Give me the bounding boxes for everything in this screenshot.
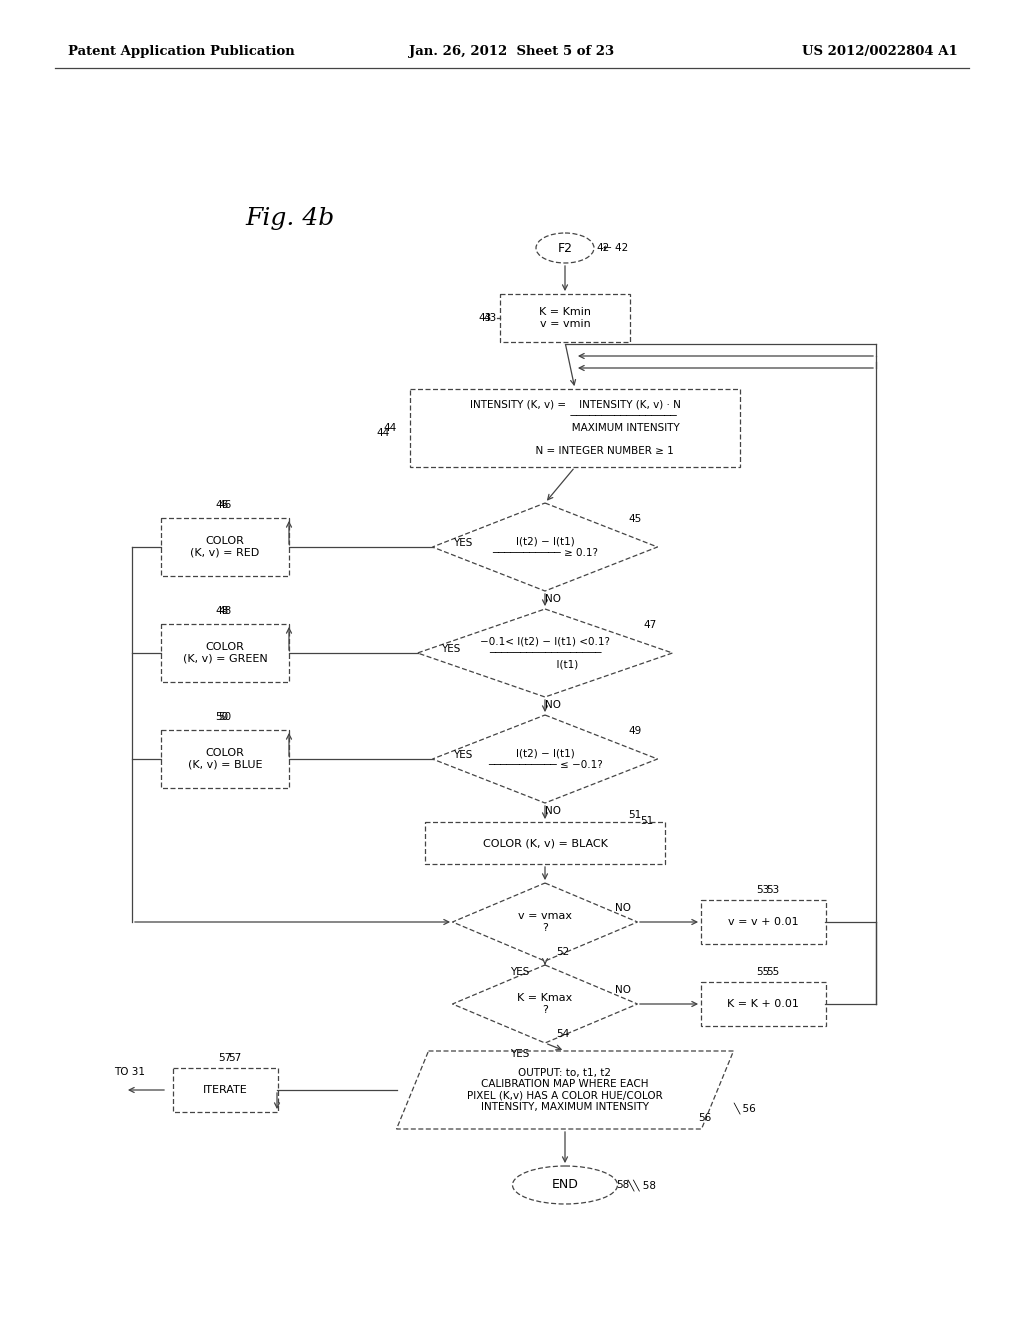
Text: NO: NO [615,903,631,913]
FancyBboxPatch shape [500,294,630,342]
Text: 46: 46 [218,500,231,510]
Text: US 2012/0022804 A1: US 2012/0022804 A1 [802,45,958,58]
Text: YES: YES [510,1049,529,1059]
Text: COLOR
(K, v) = BLUE: COLOR (K, v) = BLUE [187,748,262,770]
Text: Patent Application Publication: Patent Application Publication [68,45,295,58]
Text: OUTPUT: to, t1, t2
CALIBRATION MAP WHERE EACH
PIXEL (K,v) HAS A COLOR HUE/COLOR
: OUTPUT: to, t1, t2 CALIBRATION MAP WHERE… [467,1068,663,1113]
Text: v = vmax
?: v = vmax ? [518,911,572,933]
Text: 54: 54 [556,1030,569,1039]
Text: END: END [552,1179,579,1192]
Text: ← 42: ← 42 [603,243,629,253]
Text: NO: NO [545,700,561,710]
Text: K = K + 0.01: K = K + 0.01 [727,999,799,1008]
Text: COLOR (K, v) = BLACK: COLOR (K, v) = BLACK [482,838,607,847]
Text: TO 31: TO 31 [115,1067,145,1077]
Polygon shape [432,715,657,803]
Text: INTENSITY (K, v) =    INTENSITY (K, v) · N
                              ───────: INTENSITY (K, v) = INTENSITY (K, v) · N … [470,400,680,457]
FancyBboxPatch shape [161,624,289,682]
Text: 53: 53 [757,884,770,895]
FancyBboxPatch shape [161,517,289,576]
Text: −0.1< I(t2) − I(t1) <0.1?
──────────────────
              I(t1): −0.1< I(t2) − I(t1) <0.1? ──────────────… [480,636,610,669]
Ellipse shape [512,1166,617,1204]
FancyBboxPatch shape [410,389,740,467]
FancyBboxPatch shape [700,982,825,1026]
Text: ╲ 56: ╲ 56 [733,1102,756,1114]
Text: 58: 58 [616,1180,630,1191]
Text: I(t2) − I(t1)
─────────── ≥ 0.1?: I(t2) − I(t1) ─────────── ≥ 0.1? [492,536,598,558]
Ellipse shape [536,234,594,263]
Text: K = Kmin
v = vmin: K = Kmin v = vmin [539,308,591,329]
Text: 57: 57 [228,1053,242,1063]
Text: F2: F2 [557,242,572,255]
Text: Fig. 4b: Fig. 4b [246,206,335,230]
Text: 55: 55 [766,968,779,977]
Polygon shape [432,503,657,591]
Text: 51: 51 [629,810,642,820]
Text: NO: NO [545,807,561,816]
Text: 57: 57 [218,1053,231,1063]
Text: 48: 48 [218,606,231,616]
Text: 50: 50 [218,711,231,722]
FancyBboxPatch shape [425,822,665,865]
Text: COLOR
(K, v) = RED: COLOR (K, v) = RED [190,536,260,558]
FancyBboxPatch shape [700,900,825,944]
Text: 46: 46 [215,500,228,510]
FancyBboxPatch shape [161,730,289,788]
Text: I(t2) − I(t1)
─────────── ≤ −0.1?: I(t2) − I(t1) ─────────── ≤ −0.1? [487,748,602,770]
Text: YES: YES [454,750,473,760]
Text: 56: 56 [698,1113,712,1123]
Text: K = Kmax
?: K = Kmax ? [517,993,572,1015]
Text: 47: 47 [643,620,656,630]
Text: ╲╲ 58: ╲╲ 58 [627,1179,656,1191]
Text: v = v + 0.01: v = v + 0.01 [728,917,799,927]
Text: 52: 52 [556,946,569,957]
FancyBboxPatch shape [172,1068,278,1111]
Text: YES: YES [441,644,461,653]
Text: 50: 50 [215,711,228,722]
Text: 42: 42 [596,243,609,253]
Text: COLOR
(K, v) = GREEN: COLOR (K, v) = GREEN [182,643,267,664]
Text: NO: NO [615,985,631,995]
Text: YES: YES [510,968,529,977]
Text: 51: 51 [640,816,653,826]
Text: 44: 44 [377,428,390,438]
Text: 55: 55 [757,968,770,977]
Text: 45: 45 [629,513,642,524]
Polygon shape [453,965,638,1043]
Text: 53: 53 [766,884,779,895]
Polygon shape [453,883,638,961]
Text: ITERATE: ITERATE [203,1085,248,1096]
Text: YES: YES [454,539,473,548]
Text: 49: 49 [629,726,642,737]
Text: 44: 44 [383,422,396,433]
Text: Jan. 26, 2012  Sheet 5 of 23: Jan. 26, 2012 Sheet 5 of 23 [410,45,614,58]
Polygon shape [418,609,673,697]
Text: 43: 43 [483,313,497,323]
Text: 48: 48 [215,606,228,616]
Text: NO: NO [545,594,561,605]
Text: 43: 43 [479,313,492,323]
Polygon shape [396,1051,733,1129]
